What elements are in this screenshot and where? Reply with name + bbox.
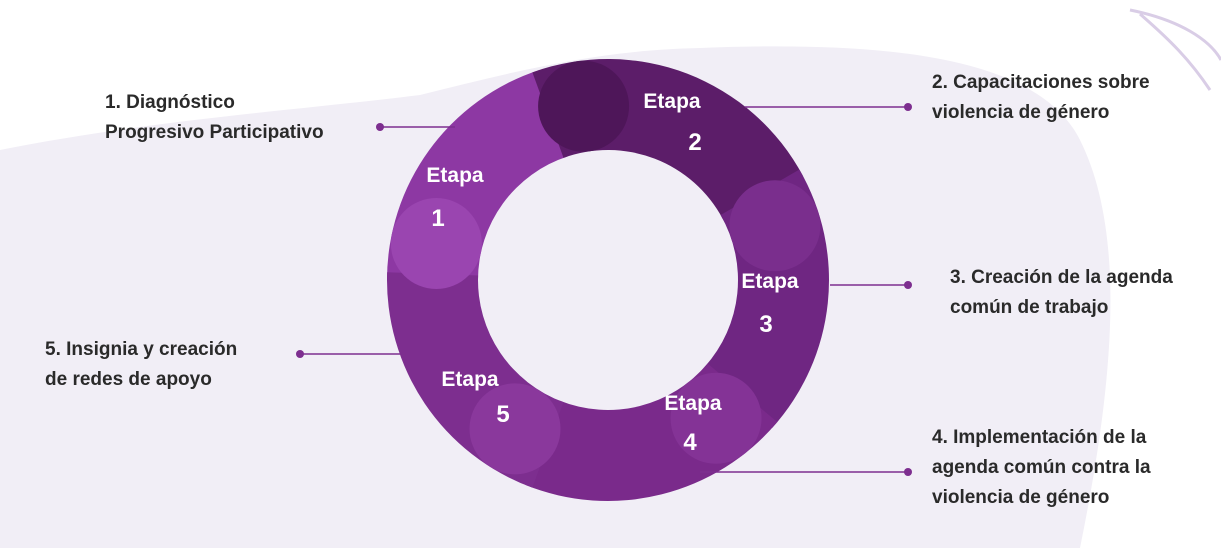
leader-dot: [296, 350, 304, 358]
diagram: Etapa 1 1. Diagnóstico Progresivo Participa…: [0, 0, 1221, 548]
stage-etapa: Etapa: [664, 392, 722, 415]
leader-dot: [376, 123, 384, 131]
segment-cap: [469, 383, 560, 474]
segment-cap: [729, 180, 820, 271]
stage-description: agenda común contra la: [932, 457, 1151, 478]
segment-cap: [538, 61, 629, 152]
leader-dot: [904, 281, 912, 289]
stage-etapa: Etapa: [426, 164, 484, 187]
leader-dot: [904, 103, 912, 111]
stage-number: 2: [688, 129, 701, 156]
stage-etapa: Etapa: [643, 90, 701, 113]
stage-description: violencia de género: [932, 487, 1109, 508]
stage-etapa: Etapa: [741, 270, 799, 293]
stage-number: 1: [431, 205, 444, 232]
stage-description: 4. Implementación de la: [932, 427, 1147, 448]
stage-description: de redes de apoyo: [45, 369, 212, 390]
leader-dot: [904, 468, 912, 476]
stage-description: 2. Capacitaciones sobre: [932, 72, 1150, 93]
stage-number: 4: [683, 429, 697, 456]
stage-number: 3: [759, 311, 772, 338]
stage-description: violencia de género: [932, 102, 1109, 123]
stage-number: 5: [496, 401, 509, 428]
stage-description: Progresivo Participativo: [105, 122, 324, 143]
stage-etapa: Etapa: [441, 368, 499, 391]
stage-description: 5. Insignia y creación: [45, 339, 237, 360]
stage-description: 1. Diagnóstico: [105, 92, 235, 113]
stage-description: 3. Creación de la agenda: [950, 267, 1173, 288]
stage-description: común de trabajo: [950, 297, 1108, 318]
